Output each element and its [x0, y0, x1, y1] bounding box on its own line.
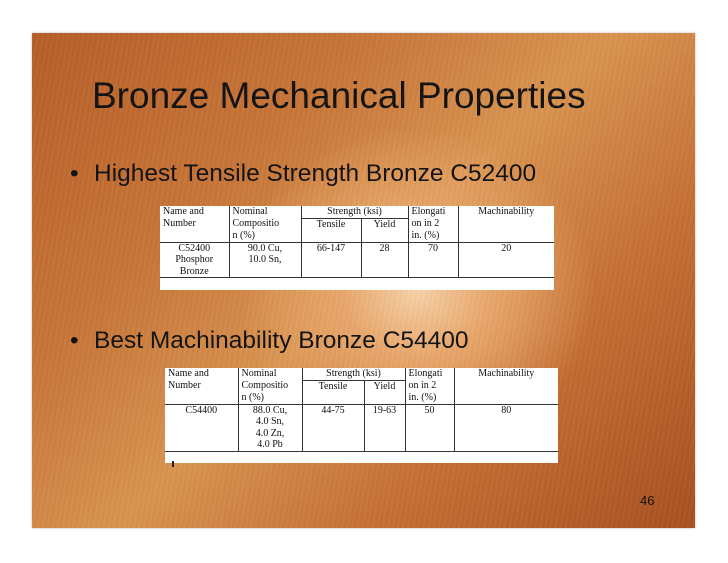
cell-elongation: 70 — [407, 242, 458, 254]
cell-name: C54400 — [185, 404, 218, 416]
header-elongation: Elongati — [404, 368, 454, 380]
cell-composition-line2: 4.0 Sn, — [237, 416, 302, 428]
header-elongation-line2: on in 2 — [407, 218, 458, 230]
header-composition: Nominal — [237, 368, 302, 380]
properties-table-c54400: Name and Nominal Strength (ksi) Elongati… — [165, 368, 558, 463]
cell-elongation: 50 — [404, 404, 454, 416]
cell-yield: 28 — [360, 242, 408, 254]
header-strength: Strength (ksi) — [301, 368, 405, 381]
header-machinability: Machinability — [453, 368, 558, 380]
bullet-marker: • — [70, 160, 79, 187]
cell-composition-line4: 4.0 Pb — [237, 439, 302, 452]
header-composition: Nominal — [228, 206, 301, 218]
cell-composition: 90.0 Cu, — [228, 242, 301, 254]
bullet-text: Best Machinability Bronze C54400 — [94, 327, 469, 354]
cell-composition-line3: 4.0 Zn, — [237, 427, 302, 439]
bullet-marker: • — [70, 327, 79, 354]
slide-title: Bronze Mechanical Properties — [92, 75, 586, 116]
header-machinability: Machinability — [457, 206, 554, 218]
cell-machinability: 20 — [457, 242, 554, 254]
header-name: Name and — [168, 368, 209, 379]
header-name-line2: Number — [168, 380, 201, 391]
header-elongation-line2: on in 2 — [404, 380, 454, 392]
header-name: Name and — [163, 206, 204, 217]
table-header-row: Name and Nominal Strength (ksi) Elongati… — [160, 206, 554, 219]
cell-name-line2: Phosphor — [175, 254, 214, 265]
header-elongation-line3: in. (%) — [404, 392, 454, 405]
cell-name-line3: Bronze — [160, 265, 229, 278]
cell-tensile: 66-147 — [300, 242, 361, 254]
cell-yield: 19-63 — [363, 404, 405, 416]
header-name-line2: Number — [163, 218, 196, 229]
header-elongation-line3: in. (%) — [407, 230, 458, 243]
cell-composition-line2: 10.0 Sn, — [228, 254, 301, 266]
header-elongation: Elongati — [407, 206, 458, 218]
table-edge-mark — [172, 461, 174, 467]
header-yield: Yield — [363, 380, 405, 392]
header-tensile: Tensile — [300, 218, 361, 230]
header-composition-line3: n (%) — [228, 230, 301, 243]
header-strength: Strength (ksi) — [300, 206, 408, 219]
header-composition-line3: n (%) — [237, 392, 302, 405]
table-row: C54400 88.0 Cu, 44-75 19-63 50 80 — [165, 404, 558, 416]
slide: Bronze Mechanical Properties • Highest Te… — [32, 33, 695, 528]
table-row: C52400 90.0 Cu, 66-147 28 70 20 — [160, 242, 554, 254]
table-header-row: Name and Nominal Strength (ksi) Elongati… — [165, 368, 558, 381]
header-composition-line2: Compositio — [228, 218, 301, 230]
header-composition-line2: Compositio — [237, 380, 302, 392]
cell-tensile: 44-75 — [301, 404, 364, 416]
bullet-item-highest-tensile: • Highest Tensile Strength Bronze C52400 — [70, 160, 536, 188]
header-yield: Yield — [360, 218, 408, 230]
properties-table-c52400: Name and Nominal Strength (ksi) Elongati… — [160, 206, 554, 290]
cell-name: C52400 — [178, 242, 211, 254]
header-tensile: Tensile — [301, 380, 364, 392]
cell-composition: 88.0 Cu, — [237, 404, 302, 416]
cell-machinability: 80 — [453, 404, 558, 416]
bullet-item-best-machinability: • Best Machinability Bronze C54400 — [70, 327, 469, 355]
page-number: 46 — [640, 493, 655, 508]
bullet-text: Highest Tensile Strength Bronze C52400 — [94, 160, 537, 187]
